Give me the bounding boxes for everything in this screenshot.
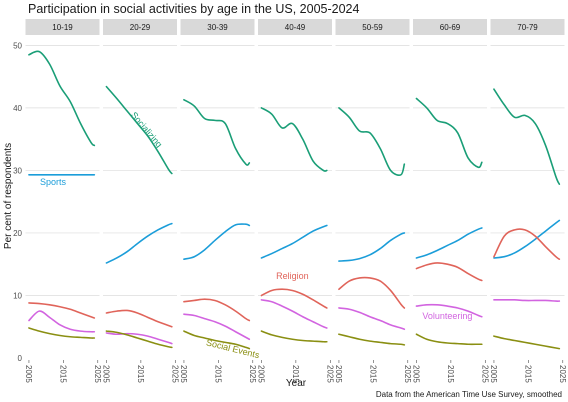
y-axis: 0 10 20 30 40 50 — [13, 41, 22, 363]
series-line-volunteering — [415, 303, 483, 318]
x-tick-label: 2005 — [101, 365, 110, 383]
series-line-other — [105, 222, 173, 264]
facet-strip-label: 50-59 — [362, 23, 383, 32]
series-line-social-events — [338, 333, 406, 346]
facet-panel-60-69: 60-69 2005 2015 2025 Volunteering — [411, 19, 489, 383]
series-annotation: Social Events — [205, 337, 261, 360]
x-tick-label: 2015 — [368, 365, 377, 383]
facet-strip-label: 60-69 — [440, 23, 461, 32]
series-annotation: Volunteering — [422, 311, 472, 321]
series-line-religion — [183, 298, 251, 322]
series-line-other — [260, 224, 328, 259]
facet-strip-label: 40-49 — [285, 23, 306, 32]
series-line-volunteering — [28, 310, 96, 333]
series-line-volunteering — [105, 332, 173, 345]
facet-strip — [335, 19, 410, 35]
x-tick-label: 2015 — [213, 365, 222, 383]
y-tick-label: 40 — [13, 104, 22, 113]
x-tick-label: 2005 — [256, 365, 265, 383]
series-line-religion — [493, 228, 561, 261]
facet-panel-70-79: 70-79 2005 2015 2025 — [489, 19, 567, 383]
series-line-social-events — [260, 330, 328, 343]
facet-panel-10-19: 10-19 2005 2015 2025 Sports — [24, 19, 102, 383]
facet-strip — [258, 19, 332, 35]
x-tick-label: 2015 — [291, 365, 300, 383]
series-line-religion — [105, 309, 173, 328]
x-tick-label: 2015 — [523, 365, 532, 383]
x-tick-label: 2005 — [411, 365, 420, 383]
x-tick-label: 2005 — [24, 365, 33, 383]
x-tick-label: 2005 — [489, 365, 498, 383]
chart-title: Participation in social activities by ag… — [28, 2, 359, 16]
x-tick-label: 2025 — [93, 365, 102, 383]
facet-strip-label: 20-29 — [130, 23, 151, 32]
series-line-other — [183, 223, 251, 261]
x-tick-label: 2015 — [136, 365, 145, 383]
series-line-religion — [415, 262, 483, 282]
series-line-socializing — [105, 85, 173, 175]
facet-strip — [180, 19, 255, 35]
facet-strip-label: 30-39 — [207, 23, 228, 32]
y-tick-label: 50 — [13, 41, 22, 50]
series-line-volunteering — [260, 299, 328, 329]
x-tick-label: 2015 — [58, 365, 67, 383]
series-annotation: Religion — [276, 271, 309, 281]
facet-strip — [103, 19, 177, 35]
x-tick-label: 2025 — [248, 365, 257, 383]
y-tick-label: 30 — [13, 166, 22, 175]
series-line-socializing — [493, 88, 561, 185]
facet-strip — [490, 19, 565, 35]
y-axis-title: Per cent of respondents — [3, 143, 14, 249]
series-line-social-events — [105, 330, 173, 349]
series-line-social-events — [493, 335, 561, 350]
series-line-socializing — [260, 107, 328, 172]
x-tick-label: 2025 — [558, 365, 567, 383]
facet-panel-40-49: 40-49 2005 2015 2025 Religion — [256, 19, 334, 383]
series-line-social-events — [183, 330, 251, 350]
series-annotation: Socializing — [129, 110, 164, 149]
facet-strip — [25, 19, 100, 35]
x-axis-title: Year — [286, 378, 307, 389]
series-annotation: Sports — [40, 177, 67, 187]
x-tick-label: 2005 — [334, 365, 343, 383]
series-line-other — [493, 219, 561, 259]
series-line-socializing — [183, 98, 251, 166]
series-line-socializing — [28, 50, 96, 147]
series-line-other — [338, 232, 406, 262]
facet-strip-label: 10-19 — [52, 23, 73, 32]
series-line-volunteering — [493, 299, 561, 302]
series-line-socializing — [415, 97, 483, 169]
series-line-social-events — [28, 327, 96, 339]
x-tick-label: 2025 — [170, 365, 179, 383]
x-tick-label: 2015 — [446, 365, 455, 383]
y-tick-label: 10 — [13, 291, 22, 300]
x-tick-label: 2025 — [403, 365, 412, 383]
series-line-volunteering — [183, 313, 251, 341]
y-tick-label: 0 — [18, 354, 23, 363]
facet-panel-20-29: 20-29 2005 2015 2025 Socializing — [101, 19, 179, 383]
series-line-volunteering — [338, 307, 406, 331]
series-line-religion — [28, 302, 96, 319]
x-tick-label: 2025 — [480, 365, 489, 383]
series-line-social-events — [415, 333, 483, 346]
chart-caption: Data from the American Time Use Survey, … — [376, 390, 562, 399]
facet-panel-50-59: 50-59 2005 2015 2025 — [334, 19, 412, 383]
series-line-socializing — [338, 107, 406, 176]
facet-panel-30-39: 30-39 2005 2015 2025 Social Events — [179, 19, 261, 383]
x-tick-label: 2005 — [179, 365, 188, 383]
facet-strip-label: 70-79 — [517, 23, 538, 32]
x-tick-label: 2025 — [325, 365, 334, 383]
y-tick-label: 20 — [13, 229, 22, 238]
series-line-religion — [260, 288, 328, 309]
facet-strip — [413, 19, 487, 35]
facets: 10-19 2005 2015 2025 Sports 20-29 2005 2015 2025… — [24, 19, 567, 383]
series-line-religion — [338, 276, 406, 309]
series-line-other — [415, 227, 483, 259]
